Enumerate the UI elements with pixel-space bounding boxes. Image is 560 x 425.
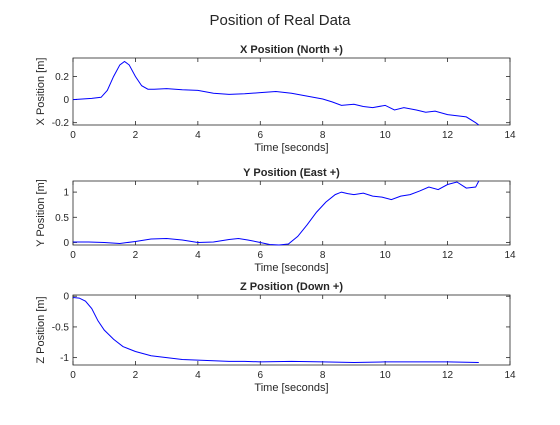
y-tick-label: 0 [63, 95, 69, 106]
subplot-1: X Position (North +)0 2 4 6 8 10 12 14-0.200.2T… [35, 44, 516, 154]
y-tick-label: 1 [63, 188, 69, 199]
x-tick-label: 2 [133, 370, 139, 381]
x-tick-label: 10 [380, 250, 392, 261]
x-tick-label: 2 [133, 130, 139, 141]
x-tick-label: 14 [504, 130, 516, 141]
x-tick-label: 6 [258, 250, 264, 261]
y-tick-label: -0.5 [52, 322, 70, 333]
plot-frame [72, 57, 511, 126]
y-axis-label: X Position [m] [35, 58, 47, 126]
x-tick-label: 10 [380, 130, 392, 141]
series-line [72, 296, 479, 364]
y-tick-label: 0 [63, 292, 69, 303]
y-tick-label: 0.5 [55, 213, 69, 224]
subplot-2: Y Position (East +) 0 2 4 6 8 10 12 14 0 0.5 1 Time … [35, 167, 516, 274]
x-tick-label: 12 [442, 370, 454, 381]
y-axis-label: Y Position [m] [35, 179, 47, 247]
series-line [73, 180, 480, 246]
plot-frame [72, 294, 511, 366]
x-tick-label: 8 [320, 370, 326, 381]
x-tick-label: 4 [195, 250, 201, 261]
x-tick-label: 2 [133, 250, 139, 261]
subplot-title: Z Position (Down +) [240, 281, 343, 293]
x-tick-label: 4 [195, 370, 201, 381]
x-axis-label: Time [seconds] [254, 262, 328, 274]
x-tick-label: 0 [70, 250, 76, 261]
x-tick-label: 12 [442, 130, 454, 141]
x-tick-label: 8 [320, 130, 326, 141]
x-tick-label: 6 [258, 370, 264, 381]
subplot-title: Y Position (East +) [243, 167, 340, 179]
x-tick-label: 4 [195, 130, 201, 141]
y-axis-label: Z Position [m] [35, 296, 47, 363]
y-tick-label: 0 [63, 238, 69, 249]
x-tick-label: 0 [70, 370, 76, 381]
x-tick-label: 14 [504, 250, 516, 261]
x-tick-label: 8 [320, 250, 326, 261]
subplot-3: Z Position (Down +) 0 2 4 6 8 10 12 14 -1 -0.5 0 Tim… [35, 281, 516, 394]
series-line [72, 60, 480, 126]
y-tick-label: 0.2 [55, 72, 69, 83]
plot-frame [72, 180, 511, 246]
x-tick-label: 14 [504, 370, 516, 381]
x-tick-label: 12 [442, 250, 454, 261]
x-tick-label: 10 [380, 370, 392, 381]
subplot-title: X Position (North +) [240, 44, 343, 56]
x-tick-label: 0 [70, 130, 76, 141]
x-axis-label: Time [seconds] [254, 142, 328, 154]
x-tick-label: 6 [258, 130, 264, 141]
y-tick-label: -1 [60, 353, 69, 364]
y-tick-label: -0.2 [52, 118, 70, 129]
x-axis-label: Time [seconds] [254, 382, 328, 394]
figure-title: Position of Real Data [210, 12, 352, 29]
